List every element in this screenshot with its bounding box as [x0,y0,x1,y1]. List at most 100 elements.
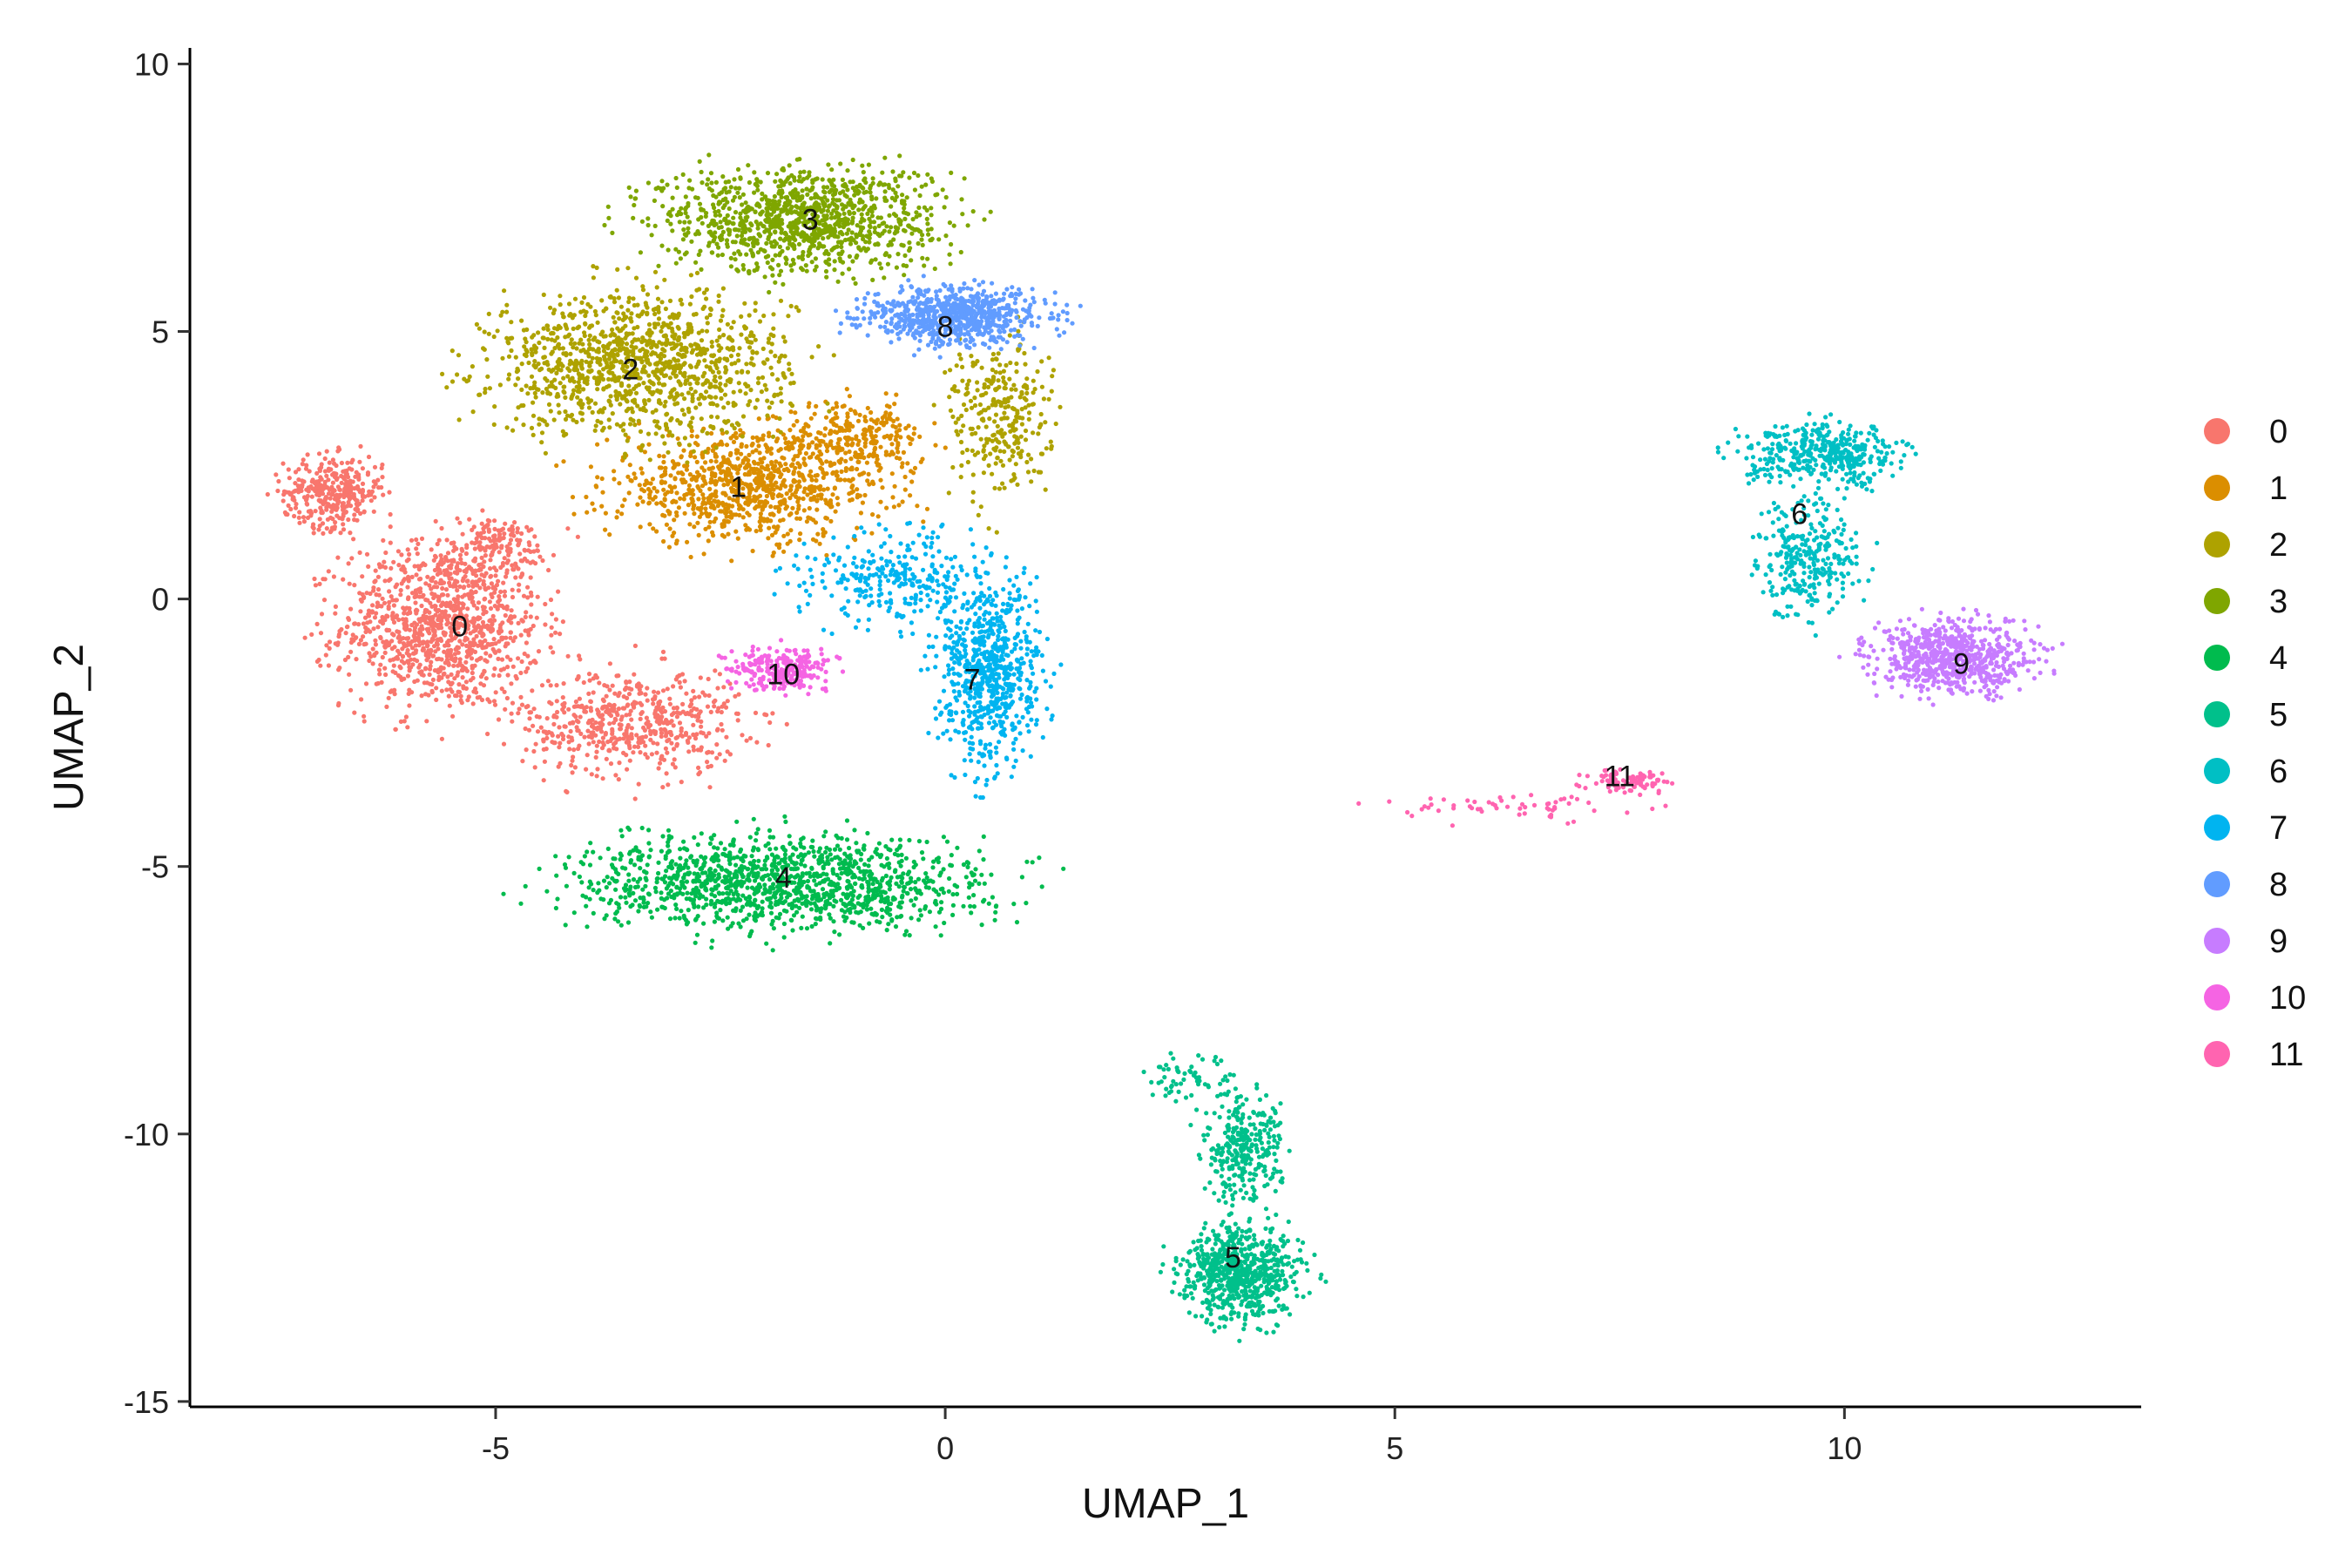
point [706,177,711,182]
point [491,538,497,544]
point [1031,468,1037,474]
point [504,548,510,553]
point [456,353,462,358]
point [429,547,434,552]
point [417,618,422,625]
point [425,574,430,579]
point [412,620,417,625]
point [943,369,948,375]
point [518,694,524,700]
point [595,442,600,447]
point [578,362,585,367]
point [688,386,693,391]
point [1026,452,1031,457]
point [482,582,487,587]
point [787,428,793,433]
point [724,734,729,740]
point [801,461,807,466]
point [346,654,351,660]
point [625,737,631,742]
point [407,703,412,708]
point [638,495,643,500]
point [653,408,659,413]
point [571,511,577,517]
point [558,740,563,746]
point [774,542,780,547]
point [330,517,335,522]
point [471,637,476,642]
point [982,385,987,390]
point [574,725,579,730]
point [676,470,681,476]
point [327,645,332,652]
point [488,566,493,571]
point [335,449,341,454]
point [577,653,582,659]
point [652,689,657,694]
point [677,679,682,686]
point [657,381,662,386]
point [875,514,881,519]
point [345,460,350,465]
point [689,429,694,434]
point [566,706,571,712]
point [757,499,763,504]
point [814,538,819,544]
point [722,392,728,397]
point [449,672,454,678]
point [624,341,630,347]
point [430,653,436,659]
point [343,469,348,475]
point [632,476,639,481]
point [878,444,883,449]
point [355,517,360,523]
point [564,324,569,329]
point [707,466,713,471]
point [709,340,714,345]
point [497,672,502,679]
point [665,490,671,495]
point [601,345,607,350]
point [572,368,578,373]
point [468,631,473,636]
point [471,643,476,648]
point [582,734,587,740]
point [729,515,734,520]
point [661,459,666,465]
point [706,446,711,452]
point [812,411,817,416]
point [868,417,874,422]
point [713,451,718,456]
point [300,462,305,467]
point [345,475,351,480]
point [713,459,719,464]
point [702,478,707,483]
point [420,640,425,646]
point [600,735,606,740]
point [496,528,501,533]
point [594,743,599,748]
point [800,473,805,478]
point [783,440,788,445]
point [865,405,870,411]
point [876,462,882,468]
point [605,351,610,356]
point [305,493,310,499]
point [525,666,531,671]
point [835,502,841,507]
point [480,645,485,651]
point [652,729,659,734]
point [674,741,680,747]
point [414,611,419,616]
point [814,403,819,409]
point [771,326,776,331]
point [432,567,437,573]
point [735,499,740,504]
point [771,483,776,488]
point [558,361,563,367]
point [360,466,365,471]
point [460,531,465,537]
point [817,443,822,448]
point [706,496,711,501]
point [700,306,706,311]
